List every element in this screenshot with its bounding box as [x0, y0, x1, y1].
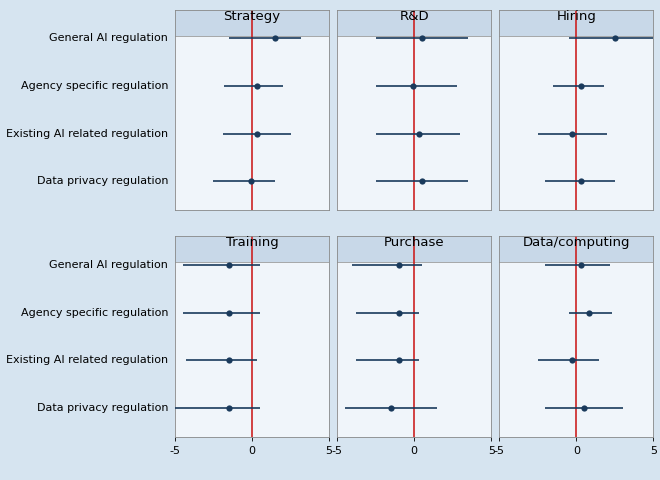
Text: Data privacy regulation: Data privacy regulation	[37, 176, 168, 186]
Bar	[499, 10, 653, 36]
Bar	[337, 10, 491, 36]
Text: Existing AI related regulation: Existing AI related regulation	[6, 129, 168, 139]
Text: General AI regulation: General AI regulation	[50, 260, 168, 270]
Text: Agency specific regulation: Agency specific regulation	[21, 81, 168, 91]
Text: General AI regulation: General AI regulation	[50, 33, 168, 43]
Bar	[499, 237, 653, 263]
Bar	[175, 10, 329, 36]
Text: Data/computing: Data/computing	[523, 237, 630, 250]
Bar	[337, 237, 491, 263]
Text: Agency specific regulation: Agency specific regulation	[21, 308, 168, 318]
Text: Purchase: Purchase	[384, 237, 444, 250]
Text: Data privacy regulation: Data privacy regulation	[37, 403, 168, 413]
Text: Strategy: Strategy	[224, 10, 280, 23]
Text: Existing AI related regulation: Existing AI related regulation	[6, 356, 168, 365]
Text: R&D: R&D	[399, 10, 429, 23]
Text: Hiring: Hiring	[556, 10, 596, 23]
Text: Training: Training	[226, 237, 279, 250]
Bar	[175, 237, 329, 263]
